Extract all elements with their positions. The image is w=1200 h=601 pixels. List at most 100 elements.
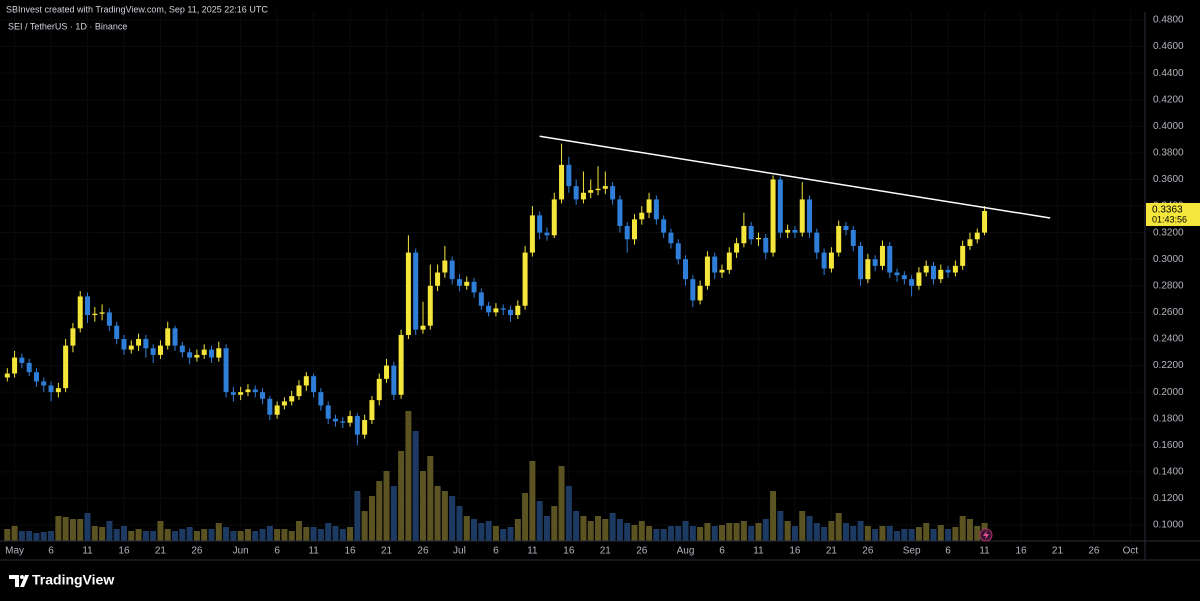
candle-body [114,325,120,339]
volume-bar [959,516,966,541]
candle-body [157,345,163,355]
candle-body [172,328,178,346]
volume-bar [974,526,981,541]
volume-bar [835,513,842,541]
candle-body [807,199,813,233]
y-tick-label: 0.4000 [1153,121,1184,132]
x-tick-label: 6 [274,546,280,557]
candle-body [194,354,200,358]
y-tick-label: 0.3000 [1153,254,1184,265]
volume-bar [646,526,653,541]
y-tick-label: 0.1800 [1153,413,1184,424]
candle-body [741,225,747,244]
candle-body [296,385,302,397]
x-tick-label: 21 [1052,546,1064,557]
candle-body [347,416,353,423]
volume-bar [733,523,740,541]
candle-body [974,232,980,240]
brand: TradingView [32,572,114,588]
y-tick-label: 0.2800 [1153,280,1184,291]
x-tick-label: 11 [308,546,319,557]
candle-body [763,237,769,253]
candle-body [952,265,958,273]
candle-body [602,186,608,189]
volume-bar [507,527,514,541]
volume-bar [237,531,244,541]
candle-body [661,219,667,233]
volume-bar [128,531,135,541]
x-tick-label: 21 [600,546,612,557]
candle-body [405,252,411,335]
candle-body [573,186,579,200]
volume-bar [565,486,572,541]
candle-body [814,232,820,253]
candle-body [136,338,142,346]
x-tick-label: 26 [191,546,203,557]
volume-bar [915,527,922,541]
volume-bar [230,531,237,541]
volume-bar [91,526,98,541]
candle-body [770,179,776,253]
volume-bar [405,411,412,541]
candle-body [33,372,39,382]
volume-bar [675,526,682,541]
brand-logo [9,575,29,587]
volume-bar [857,521,864,541]
volume-bar [4,529,11,541]
x-tick-label: 26 [862,546,874,557]
candle-body [777,179,783,233]
chart-title: SEI / TetherUS · 1D · Binance [8,21,127,31]
y-tick-label: 0.1400 [1153,467,1184,478]
volume-bar [543,516,550,541]
x-tick-label: 6 [493,546,499,557]
candle-body [471,281,477,293]
volume-bar [901,529,908,541]
volume-bar [347,527,354,541]
volume-bar [18,531,25,541]
candle-body [690,279,696,301]
candle-body [150,348,156,355]
candle-body [631,219,637,240]
volume-bar [215,523,222,541]
candle-body [362,420,368,435]
candle-body [938,269,944,280]
candle-body [318,392,324,406]
x-tick-label: 16 [345,546,357,557]
volume-bar [33,533,40,541]
volume-bar [930,529,937,541]
candle-body [610,186,616,200]
volume-bar [376,481,383,541]
volume-bar [325,523,332,541]
volume-bar [179,529,186,541]
candle-body [19,357,25,363]
volume-bar [434,486,441,541]
candle-body [230,392,236,395]
candle-body [704,256,710,286]
y-tick-label: 0.4400 [1153,68,1184,79]
candle-body [879,245,885,266]
candle-body [143,338,149,349]
volume-bar [11,526,18,541]
candle-body [624,225,630,240]
candle-body [464,281,470,286]
volume-bar [522,493,529,541]
header: SBInvest created with TradingView.com, S… [6,4,268,14]
volume-bar [412,431,419,541]
candle-body [442,260,448,273]
volume-bar [26,531,33,541]
volume-bar [441,491,448,541]
volume-bar [419,471,426,541]
candle-body [865,259,871,280]
volume-bar [332,526,339,541]
volume-bar [201,529,208,541]
volume-bar [602,519,609,541]
candle-body [697,285,703,301]
candle-body [179,345,185,353]
volume-bar [259,529,266,541]
volume-bar [317,529,324,541]
candle-body [165,328,171,346]
candle-body [289,396,295,402]
candle-body [223,348,229,393]
